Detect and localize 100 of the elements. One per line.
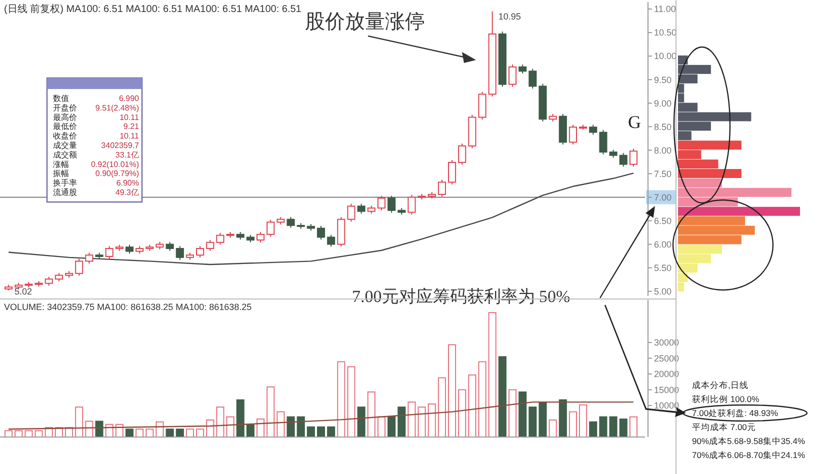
- candlestick: [105, 246, 114, 260]
- candlestick: [508, 64, 517, 88]
- candlestick: [327, 234, 336, 248]
- candlestick: [458, 143, 466, 166]
- bar: [528, 406, 537, 438]
- text: 90%成本5.68-9.58集中35.4%: [692, 436, 806, 446]
- candlestick: [568, 124, 577, 146]
- bar: [327, 426, 336, 438]
- bar: [398, 406, 406, 438]
- text: 流通股 49.3亿: [53, 188, 139, 197]
- bar: [508, 389, 517, 438]
- y-tick-label: 15000: [654, 384, 680, 395]
- text: 7.00处获利盘: 48.93%: [692, 408, 779, 418]
- bar: [498, 356, 506, 438]
- candlestick: [448, 160, 456, 186]
- chart-title: VOLUME: 3402359.75 MA100: 861638.25 MA100: 861638.25: [4, 302, 252, 312]
- candlestick: [438, 179, 446, 198]
- y-tick-label: 5.00: [654, 286, 672, 296]
- bar: [166, 428, 174, 438]
- text: 成本分布,日线: [692, 380, 748, 390]
- text: 换手率 6.90%: [53, 178, 139, 188]
- y-tick-label: 7.50: [654, 168, 672, 179]
- bar: [125, 428, 134, 438]
- text: 数值 6.990: [53, 94, 139, 103]
- bar: [609, 416, 618, 438]
- bar: [589, 421, 598, 438]
- bar: [367, 391, 376, 438]
- candlestick: [316, 225, 326, 240]
- line-series: [8, 401, 634, 430]
- y-tick-label: 20000: [654, 369, 680, 380]
- annotation: G: [628, 112, 641, 132]
- y-tick-label: 7.00: [654, 192, 672, 202]
- bar: [538, 402, 547, 438]
- candlestick: [619, 152, 628, 168]
- annotation: 股价放量涨停: [305, 11, 425, 33]
- y-tick-label: 9.00: [654, 98, 672, 108]
- candlestick: [357, 203, 366, 214]
- bar: [186, 428, 194, 438]
- candlestick: [266, 219, 275, 238]
- text: 最低价 9.21: [53, 122, 139, 132]
- text: 成交额 33.1亿: [53, 150, 139, 160]
- bar: [246, 424, 254, 438]
- candlestick: [286, 216, 295, 228]
- bar: [418, 406, 426, 438]
- bar: [176, 428, 184, 438]
- bar: [286, 416, 295, 438]
- bar: [629, 416, 638, 438]
- text: 收盘价 10.11: [53, 132, 139, 141]
- bar: [619, 418, 628, 438]
- bar: [136, 428, 144, 438]
- bar: [408, 402, 416, 438]
- bar: [468, 374, 476, 438]
- candlestick: [478, 91, 486, 120]
- bar: [337, 361, 346, 438]
- bar: [558, 399, 567, 438]
- y-tick-label: 9.50: [654, 74, 672, 85]
- candlestick: [629, 148, 638, 168]
- bar: [478, 361, 486, 438]
- candlestick: [196, 246, 204, 258]
- annotation: 5.02: [14, 286, 32, 296]
- y-tick-label: 10000: [654, 400, 680, 411]
- text: 成交量 3402359.7: [53, 141, 139, 150]
- y-tick-label: 5.50: [654, 262, 672, 273]
- candlestick: [256, 232, 265, 243]
- bar: [579, 404, 588, 438]
- bar: [75, 406, 84, 438]
- bar: [678, 206, 800, 216]
- y-tick-label: 6.00: [654, 239, 672, 250]
- text: 最高价 10.11: [53, 112, 139, 122]
- text: 平均成本 7.00元: [692, 422, 756, 432]
- bar: [14, 430, 23, 438]
- bar: [488, 312, 496, 438]
- bar: [24, 430, 33, 438]
- bar: [276, 411, 285, 438]
- bar: [428, 403, 436, 438]
- bar: [357, 406, 366, 438]
- annotation: 10.95: [498, 11, 521, 22]
- y-tick-label: 30000: [654, 338, 680, 348]
- bar: [448, 344, 456, 438]
- bar: [196, 428, 204, 438]
- y-tick-label: 11.00: [654, 4, 676, 14]
- candlestick: [75, 258, 84, 276]
- candlestick: [589, 124, 598, 136]
- bar: [548, 419, 557, 438]
- text: 振幅 0.90(9.79%): [53, 169, 139, 178]
- bar: [599, 416, 608, 438]
- text: 获利比例 100.0%: [692, 394, 760, 404]
- candlestick: [206, 240, 214, 252]
- y-tick-label: 25000: [654, 353, 680, 364]
- y-tick-label: 6.50: [654, 216, 672, 226]
- candlestick: [377, 195, 386, 211]
- chart-title: (日线 前复权) MA100: 6.51 MA100: 6.51 MA100: 6.51 MA100: 6.51: [4, 3, 302, 15]
- bar: [518, 391, 527, 438]
- candlestick: [347, 203, 356, 222]
- candlestick: [176, 246, 184, 260]
- candlestick: [388, 195, 396, 214]
- bar: [377, 416, 386, 438]
- y-tick-label: 8.50: [654, 122, 672, 132]
- candlestick: [599, 129, 608, 155]
- candlestick: [408, 194, 416, 216]
